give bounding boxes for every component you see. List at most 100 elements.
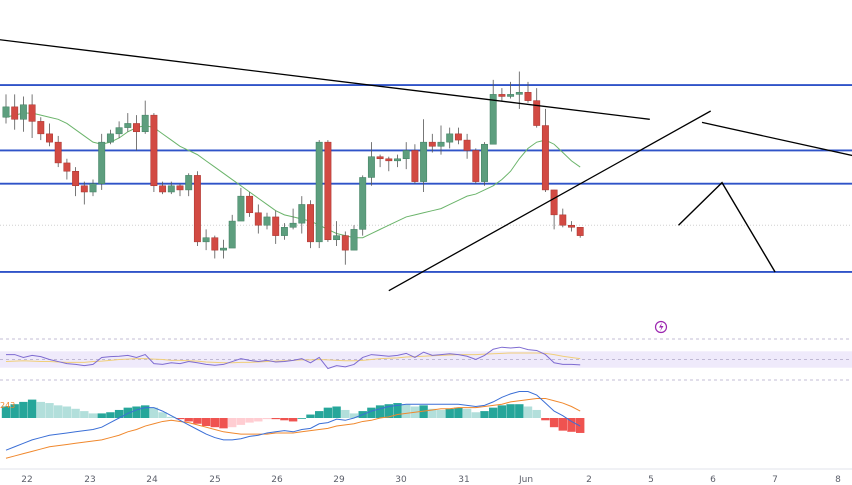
macd-histogram-bar [558, 418, 567, 431]
candle-up [507, 94, 515, 97]
candle-up [115, 127, 123, 135]
time-axis-label: 29 [333, 475, 345, 485]
macd-histogram-bar [271, 418, 280, 420]
candle-down [80, 185, 88, 193]
candle-down [376, 156, 384, 160]
lightning-icon[interactable] [654, 320, 668, 334]
candle-up [98, 141, 106, 184]
candle-up [446, 133, 454, 143]
macd-histogram-bar [497, 405, 507, 418]
macd-histogram-bar [549, 418, 559, 428]
candle-up [315, 141, 323, 243]
candle-up [489, 94, 497, 145]
candle-up [89, 183, 97, 193]
macd-histogram-bar [184, 418, 193, 422]
candle-down [176, 185, 184, 191]
candle-down [341, 235, 349, 251]
macd-histogram-bar [332, 406, 341, 418]
candle-up [185, 175, 193, 191]
macd-histogram-bar [71, 408, 80, 418]
candle-up [333, 235, 341, 241]
macd-histogram-bar [280, 418, 289, 421]
macd-histogram-bar [480, 411, 489, 418]
candle-up [298, 204, 306, 224]
candle-up [350, 229, 358, 251]
candle-down [454, 133, 462, 141]
candle-up [220, 247, 227, 251]
candle-down [541, 125, 549, 191]
candle-up [228, 220, 236, 249]
macd-histogram-bar [80, 411, 89, 418]
macd-histogram-bar [384, 404, 393, 418]
candle-down [72, 170, 80, 187]
macd-histogram-bar [62, 406, 72, 418]
macd-histogram-bar [532, 409, 541, 418]
candle-down [272, 216, 280, 236]
time-axis-label: 5 [648, 475, 654, 485]
macd-histogram-bar [315, 411, 324, 418]
candle-down [46, 133, 53, 143]
macd-histogram-bar [141, 405, 150, 418]
candle-up [280, 227, 288, 236]
macd-histogram-bar [367, 407, 376, 418]
macd-histogram-bar [262, 418, 272, 420]
macd-value-label: 243 [0, 401, 15, 410]
candle-down [133, 123, 140, 133]
candle-down [463, 139, 471, 151]
macd-histogram-bar [393, 403, 402, 418]
candle-up [289, 222, 297, 228]
trendline [701, 121, 852, 157]
candle-up [359, 177, 367, 230]
macd-histogram-bar [1, 406, 11, 418]
macd-histogram-bar [515, 404, 524, 418]
candle-up [402, 150, 410, 160]
rsi-line [6, 346, 581, 370]
candle-up [237, 195, 245, 222]
time-axis-label: 31 [458, 475, 469, 485]
candle-down [559, 214, 567, 226]
macd-histogram-bar [106, 412, 115, 418]
macd-histogram-bar [132, 406, 141, 418]
time-axis-label: 2 [586, 475, 592, 485]
candle-down [550, 189, 558, 216]
macd-histogram-bar [419, 405, 428, 418]
macd-histogram-bar [454, 407, 463, 418]
macd-histogram-bar [97, 413, 106, 418]
candle-down [307, 204, 314, 243]
macd-histogram-bar [45, 403, 54, 418]
candle-up [167, 185, 175, 193]
candle-down [211, 237, 219, 251]
candle-up [2, 106, 10, 118]
macd-histogram-bar [201, 418, 211, 427]
macd-histogram-bar [576, 418, 585, 433]
macd-histogram-bar [228, 418, 237, 428]
time-axis-label: Jun [518, 475, 533, 485]
macd-histogram-bar [306, 414, 315, 418]
macd-histogram-bar [36, 401, 45, 418]
candle-down [524, 92, 532, 101]
candle-down [54, 141, 62, 164]
macd-line [5, 391, 581, 451]
time-axis-label: 8 [835, 475, 841, 485]
macd-histogram-bar [245, 418, 254, 423]
candle-down [533, 100, 541, 126]
candle-up [420, 141, 428, 182]
candle-up [19, 104, 27, 120]
candle-up [394, 158, 401, 162]
macd-histogram-bar [149, 407, 159, 418]
macd-signal-line [5, 397, 581, 459]
candle-down [472, 150, 480, 182]
candle-down [159, 185, 167, 193]
macd-histogram-bar [323, 407, 333, 418]
candle-up [515, 92, 523, 95]
candle-up [141, 114, 149, 133]
macd-histogram-bar [254, 418, 263, 422]
macd-histogram-bar [349, 413, 359, 418]
time-axis-label: 22 [21, 475, 32, 485]
projection-path [678, 181, 776, 273]
candle-down [246, 195, 254, 214]
time-axis-label: 30 [395, 475, 407, 485]
time-axis: 22 23 24 25 26 29 30 31 Jun 2 5 6 7 8 [0, 468, 852, 485]
candle-down [568, 224, 575, 228]
